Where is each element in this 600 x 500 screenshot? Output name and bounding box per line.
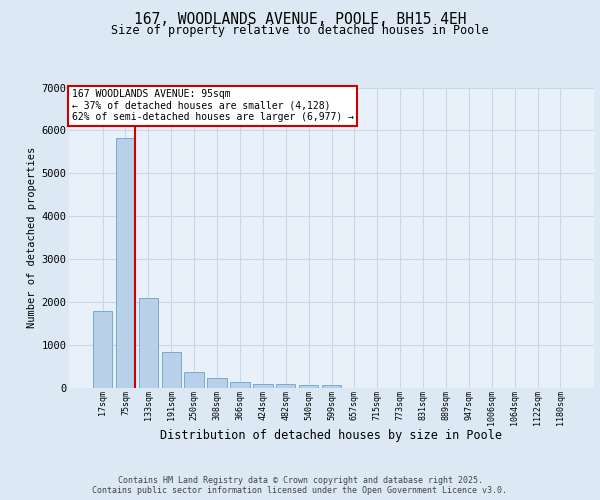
Bar — [161, 352, 181, 388]
Text: Contains HM Land Registry data © Crown copyright and database right 2025.: Contains HM Land Registry data © Crown c… — [118, 476, 482, 485]
Bar — [276, 384, 295, 388]
Bar — [116, 138, 135, 388]
X-axis label: Distribution of detached houses by size in Poole: Distribution of detached houses by size … — [161, 430, 503, 442]
Bar — [322, 386, 341, 388]
Bar — [139, 298, 158, 388]
Text: Contains public sector information licensed under the Open Government Licence v3: Contains public sector information licen… — [92, 486, 508, 495]
Text: Size of property relative to detached houses in Poole: Size of property relative to detached ho… — [111, 24, 489, 37]
Bar — [230, 382, 250, 388]
Text: 167, WOODLANDS AVENUE, POOLE, BH15 4EH: 167, WOODLANDS AVENUE, POOLE, BH15 4EH — [134, 12, 466, 28]
Y-axis label: Number of detached properties: Number of detached properties — [27, 147, 37, 328]
Bar — [253, 384, 272, 388]
Text: 167 WOODLANDS AVENUE: 95sqm
← 37% of detached houses are smaller (4,128)
62% of : 167 WOODLANDS AVENUE: 95sqm ← 37% of det… — [71, 89, 353, 122]
Bar — [299, 384, 319, 388]
Bar — [93, 311, 112, 388]
Bar — [208, 378, 227, 388]
Bar — [184, 372, 204, 388]
